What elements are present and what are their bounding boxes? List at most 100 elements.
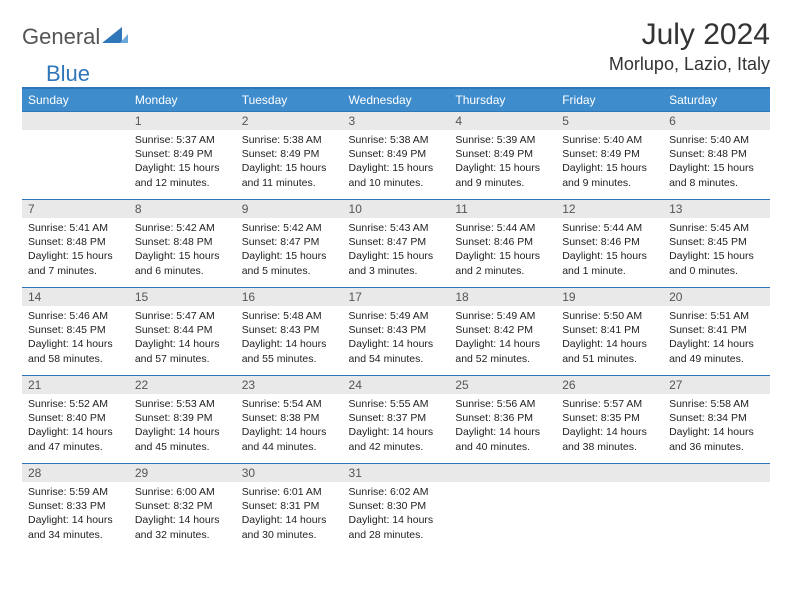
calendar-day: 28Sunrise: 5:59 AMSunset: 8:33 PMDayligh… <box>22 464 129 552</box>
calendar-day: 4Sunrise: 5:39 AMSunset: 8:49 PMDaylight… <box>449 112 556 200</box>
sunset-line: Sunset: 8:43 PM <box>349 323 444 337</box>
calendar-day: 21 Sunrise: 5:52 AMSunset: 8:40 PMDayligh… <box>22 376 129 464</box>
day-details: Sunrise: 5:38 AMSunset: 8:49 PMDaylight:… <box>343 130 450 194</box>
sunrise-line: Sunrise: 5:46 AM <box>28 309 123 323</box>
day-number: 15 <box>129 288 236 306</box>
calendar-day: 31Sunrise: 6:02 AMSunset: 8:30 PMDayligh… <box>343 464 450 552</box>
calendar-day: 17Sunrise: 5:49 AMSunset: 8:43 PMDayligh… <box>343 288 450 376</box>
daylight-line: Daylight: 15 hours and 2 minutes. <box>455 249 550 277</box>
sunset-line: Sunset: 8:30 PM <box>349 499 444 513</box>
sunrise-line: Sunrise: 5:52 AM <box>28 397 123 411</box>
day-details: Sunrise: 5:40 AMSunset: 8:49 PMDaylight:… <box>556 130 663 194</box>
day-details: Sunrise: 5:43 AMSunset: 8:47 PMDaylight:… <box>343 218 450 282</box>
daylight-line: Daylight: 14 hours and 57 minutes. <box>135 337 230 365</box>
title-block: July 2024 Morlupo, Lazio, Italy <box>609 18 770 75</box>
day-number: 20 <box>663 288 770 306</box>
day-details: Sunrise: 5:49 AMSunset: 8:42 PMDaylight:… <box>449 306 556 370</box>
daylight-line: Daylight: 15 hours and 1 minute. <box>562 249 657 277</box>
calendar-empty <box>22 112 129 200</box>
day-number <box>556 464 663 482</box>
daylight-line: Daylight: 15 hours and 3 minutes. <box>349 249 444 277</box>
calendar-day: 19Sunrise: 5:50 AMSunset: 8:41 PMDayligh… <box>556 288 663 376</box>
calendar-empty <box>556 464 663 552</box>
month-title: July 2024 <box>609 18 770 52</box>
daylight-line: Daylight: 14 hours and 54 minutes. <box>349 337 444 365</box>
weekday-header: Sunday <box>22 88 129 112</box>
calendar-day: 20 Sunrise: 5:51 AMSunset: 8:41 PMDayligh… <box>663 288 770 376</box>
daylight-line: Daylight: 14 hours and 49 minutes. <box>669 337 764 365</box>
sunrise-line: Sunrise: 5:44 AM <box>562 221 657 235</box>
sunset-line: Sunset: 8:41 PM <box>669 323 764 337</box>
sunset-line: Sunset: 8:41 PM <box>562 323 657 337</box>
sunset-line: Sunset: 8:35 PM <box>562 411 657 425</box>
day-number: 17 <box>343 288 450 306</box>
day-details: Sunrise: 5:37 AMSunset: 8:49 PMDaylight:… <box>129 130 236 194</box>
brand-logo: General <box>22 24 130 50</box>
calendar-day: 7Sunrise: 5:41 AMSunset: 8:48 PMDaylight… <box>22 200 129 288</box>
calendar-day: 23Sunrise: 5:54 AMSunset: 8:38 PMDayligh… <box>236 376 343 464</box>
weekday-header: Wednesday <box>343 88 450 112</box>
daylight-line: Daylight: 15 hours and 8 minutes. <box>669 161 764 189</box>
day-number: 30 <box>236 464 343 482</box>
daylight-line: Daylight: 15 hours and 6 minutes. <box>135 249 230 277</box>
day-number: 14 <box>22 288 129 306</box>
day-details: Sunrise: 5:39 AMSunset: 8:49 PMDaylight:… <box>449 130 556 194</box>
calendar-day: 27Sunrise: 5:58 AMSunset: 8:34 PMDayligh… <box>663 376 770 464</box>
daylight-line: Daylight: 14 hours and 55 minutes. <box>242 337 337 365</box>
sunrise-line: Sunrise: 5:55 AM <box>349 397 444 411</box>
daylight-line: Daylight: 15 hours and 7 minutes. <box>28 249 123 277</box>
calendar-day: 16Sunrise: 5:48 AMSunset: 8:43 PMDayligh… <box>236 288 343 376</box>
sunrise-line: Sunrise: 5:41 AM <box>28 221 123 235</box>
day-details: Sunrise: 5:49 AMSunset: 8:43 PMDaylight:… <box>343 306 450 370</box>
day-details: Sunrise: 5:38 AMSunset: 8:49 PMDaylight:… <box>236 130 343 194</box>
day-number <box>663 464 770 482</box>
sunset-line: Sunset: 8:49 PM <box>455 147 550 161</box>
sunrise-line: Sunrise: 5:42 AM <box>135 221 230 235</box>
sunset-line: Sunset: 8:33 PM <box>28 499 123 513</box>
calendar-day: 30Sunrise: 6:01 AMSunset: 8:31 PMDayligh… <box>236 464 343 552</box>
sunset-line: Sunset: 8:40 PM <box>28 411 123 425</box>
brand-name-b: Blue <box>46 61 90 86</box>
day-number: 13 <box>663 200 770 218</box>
day-number: 9 <box>236 200 343 218</box>
sunset-line: Sunset: 8:48 PM <box>135 235 230 249</box>
sunset-line: Sunset: 8:49 PM <box>242 147 337 161</box>
daylight-line: Daylight: 14 hours and 45 minutes. <box>135 425 230 453</box>
day-number: 31 <box>343 464 450 482</box>
calendar-empty <box>449 464 556 552</box>
daylight-line: Daylight: 15 hours and 10 minutes. <box>349 161 444 189</box>
day-number: 8 <box>129 200 236 218</box>
sunrise-line: Sunrise: 5:44 AM <box>455 221 550 235</box>
brand-name-a: General <box>22 24 100 50</box>
calendar-day: 25Sunrise: 5:56 AMSunset: 8:36 PMDayligh… <box>449 376 556 464</box>
sunset-line: Sunset: 8:46 PM <box>562 235 657 249</box>
sunset-line: Sunset: 8:43 PM <box>242 323 337 337</box>
day-details: Sunrise: 5:58 AMSunset: 8:34 PMDaylight:… <box>663 394 770 458</box>
daylight-line: Daylight: 14 hours and 47 minutes. <box>28 425 123 453</box>
day-details: Sunrise: 5:57 AMSunset: 8:35 PMDaylight:… <box>556 394 663 458</box>
day-details: Sunrise: 5:54 AMSunset: 8:38 PMDaylight:… <box>236 394 343 458</box>
sunrise-line: Sunrise: 5:51 AM <box>669 309 764 323</box>
day-number: 29 <box>129 464 236 482</box>
calendar-day: 1Sunrise: 5:37 AMSunset: 8:49 PMDaylight… <box>129 112 236 200</box>
weekday-header-row: SundayMondayTuesdayWednesdayThursdayFrid… <box>22 88 770 112</box>
day-number: 2 <box>236 112 343 130</box>
calendar-day: 22Sunrise: 5:53 AMSunset: 8:39 PMDayligh… <box>129 376 236 464</box>
calendar-day: 11Sunrise: 5:44 AMSunset: 8:46 PMDayligh… <box>449 200 556 288</box>
day-number: 25 <box>449 376 556 394</box>
sunrise-line: Sunrise: 5:47 AM <box>135 309 230 323</box>
day-number: 7 <box>22 200 129 218</box>
calendar-day: 6Sunrise: 5:40 AMSunset: 8:48 PMDaylight… <box>663 112 770 200</box>
sunset-line: Sunset: 8:31 PM <box>242 499 337 513</box>
daylight-line: Daylight: 14 hours and 52 minutes. <box>455 337 550 365</box>
day-number: 21 <box>22 376 129 394</box>
location: Morlupo, Lazio, Italy <box>609 54 770 75</box>
day-number: 23 <box>236 376 343 394</box>
daylight-line: Daylight: 14 hours and 30 minutes. <box>242 513 337 541</box>
calendar-row: 14Sunrise: 5:46 AMSunset: 8:45 PMDayligh… <box>22 288 770 376</box>
day-details: Sunrise: 5:40 AMSunset: 8:48 PMDaylight:… <box>663 130 770 194</box>
sunrise-line: Sunrise: 5:50 AM <box>562 309 657 323</box>
daylight-line: Daylight: 14 hours and 28 minutes. <box>349 513 444 541</box>
day-details: Sunrise: 5:47 AMSunset: 8:44 PMDaylight:… <box>129 306 236 370</box>
day-number: 6 <box>663 112 770 130</box>
